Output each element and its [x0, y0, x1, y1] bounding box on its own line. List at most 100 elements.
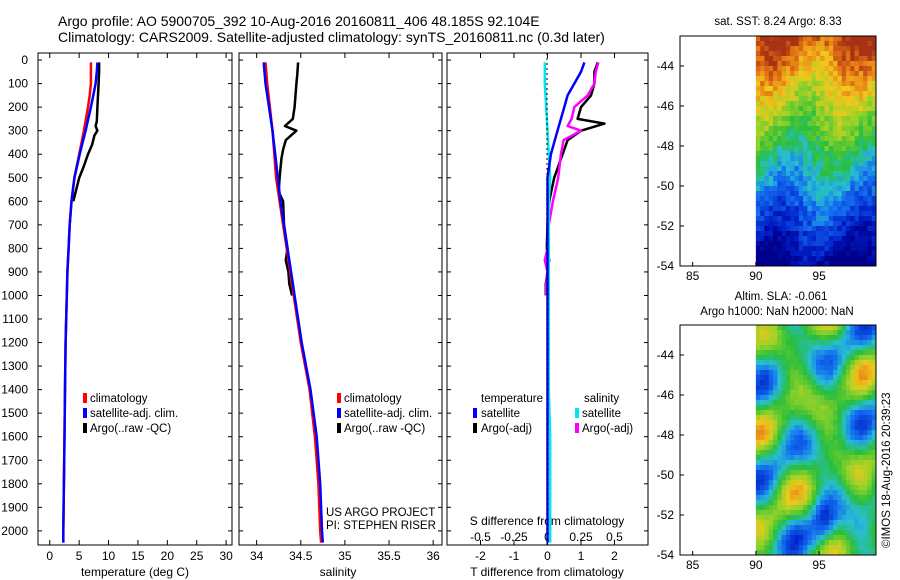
map-cell — [871, 56, 876, 62]
map-cell — [837, 141, 843, 147]
map-cell — [803, 241, 808, 247]
map-cell — [867, 340, 873, 346]
map-cell — [845, 46, 851, 52]
map-cell — [777, 460, 783, 466]
map-cell — [764, 211, 770, 217]
map-cell — [841, 445, 847, 451]
map-cell — [807, 480, 813, 486]
map-cell — [841, 460, 847, 466]
map-cell — [777, 365, 783, 371]
map-cell — [845, 261, 851, 266]
map-cell — [858, 231, 864, 237]
map-cell — [755, 256, 761, 262]
map-cell — [777, 156, 783, 162]
map-cell — [871, 360, 876, 366]
map-cell — [777, 146, 783, 152]
map-cell — [773, 340, 778, 346]
map-cell — [833, 236, 838, 242]
map-cell — [777, 41, 783, 47]
map-cell — [837, 161, 843, 167]
map-cell — [807, 201, 813, 207]
map-cell — [867, 196, 873, 202]
map-cell — [833, 470, 838, 476]
map-cell — [764, 231, 770, 237]
map-cell — [854, 460, 860, 466]
map-cell — [803, 191, 808, 197]
map-cell — [755, 36, 761, 42]
map-cell — [764, 61, 770, 67]
map-cell — [764, 410, 770, 416]
map-cell — [755, 86, 761, 92]
map-cell — [777, 400, 783, 406]
map-cell — [773, 530, 778, 536]
map-cell — [863, 156, 869, 162]
map-cell — [781, 545, 787, 551]
map-cell — [833, 515, 838, 521]
map-cell — [871, 495, 876, 501]
map-cell — [833, 121, 838, 127]
map-cell — [824, 545, 830, 551]
map-cell — [845, 330, 851, 336]
map-cell — [807, 545, 813, 551]
map-cell — [798, 430, 804, 436]
map-cell — [755, 370, 761, 376]
map-cell — [845, 450, 851, 456]
map-cell — [764, 121, 770, 127]
map-cell — [760, 360, 766, 366]
map-cell — [833, 335, 838, 341]
map-cell — [773, 66, 778, 72]
map-cell — [794, 405, 800, 411]
map-cell — [841, 166, 847, 172]
map-cell — [833, 181, 838, 187]
map-cell — [790, 146, 796, 152]
map-cell — [854, 171, 860, 177]
map-cell — [837, 196, 843, 202]
map-cell — [807, 345, 813, 351]
map-cell — [837, 151, 843, 157]
map-cell — [833, 41, 838, 47]
map-cell — [815, 480, 821, 486]
map-cell — [794, 545, 800, 551]
map-cell — [828, 470, 834, 476]
map-cell — [755, 475, 761, 481]
map-cell — [811, 465, 817, 471]
map-cell — [785, 81, 791, 87]
map-cell — [828, 410, 834, 416]
map-cell — [755, 146, 761, 152]
map-cell — [867, 151, 873, 157]
map-cell — [768, 256, 774, 262]
map-cell — [764, 540, 770, 546]
map-cell — [755, 161, 761, 167]
map-cell — [768, 340, 774, 346]
map-cell — [871, 96, 876, 102]
map-cell — [863, 460, 869, 466]
map-cell — [807, 256, 813, 262]
map-cell — [837, 136, 843, 142]
map-cell — [828, 256, 834, 262]
map-cell — [755, 91, 761, 97]
map-cell — [845, 405, 851, 411]
map-cell — [798, 390, 804, 396]
map-cell — [811, 505, 817, 511]
map-cell — [858, 395, 864, 401]
sla-axes: 85 90 95-44-46-48-50-52-54 — [657, 348, 826, 572]
map-cell — [803, 216, 808, 222]
map-cell — [867, 385, 873, 391]
map-cell — [824, 485, 830, 491]
map-cell — [871, 91, 876, 97]
map-cell — [807, 325, 813, 331]
map-cell — [871, 355, 876, 361]
map-cell — [807, 131, 813, 137]
map-cell — [850, 221, 856, 227]
map-cell — [820, 335, 826, 341]
map-cell — [820, 545, 826, 551]
map-cell — [854, 156, 860, 162]
map-cell — [785, 146, 791, 152]
map-cell — [773, 350, 778, 356]
map-cell — [854, 261, 860, 266]
map-cell — [850, 156, 856, 162]
map-cell — [854, 430, 860, 436]
map-cell — [824, 206, 830, 212]
map-cell — [841, 325, 847, 331]
map-cell — [828, 550, 834, 555]
